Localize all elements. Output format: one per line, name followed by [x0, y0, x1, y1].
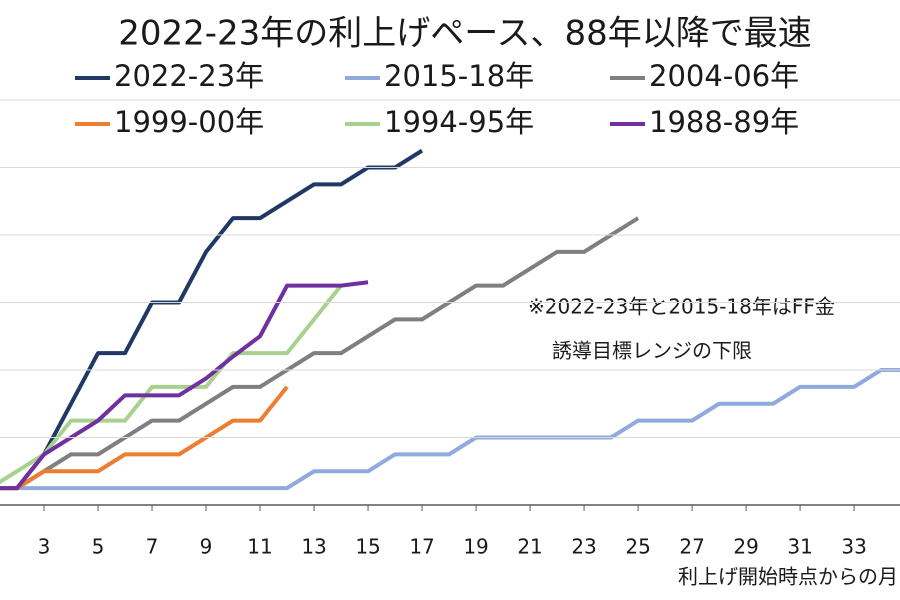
series-line	[0, 148, 424, 491]
x-tick-label: 31	[787, 535, 812, 559]
x-tick-label: 25	[625, 535, 650, 559]
plot-area	[0, 148, 900, 491]
x-tick-label: 5	[92, 535, 105, 559]
x-tick-label: 15	[355, 535, 380, 559]
x-tick-label: 7	[146, 535, 159, 559]
legend-label: 1999-00年	[114, 105, 264, 139]
series-line	[0, 368, 900, 491]
x-tick-label: 17	[409, 535, 434, 559]
x-tick-label: 27	[679, 535, 704, 559]
legend-label: 2015-18年	[384, 59, 534, 93]
series-line	[0, 284, 343, 485]
x-tick-label: 23	[571, 535, 596, 559]
x-tick-label: 33	[841, 535, 866, 559]
series-line	[0, 280, 369, 491]
series-line	[0, 385, 289, 491]
x-tick-label: 3	[38, 535, 51, 559]
annotation: ※2022-23年と2015-18年はFF金	[528, 295, 835, 319]
legend-label: 2022-23年	[114, 59, 264, 93]
x-tick-label: 11	[247, 535, 272, 559]
annotation: 誘導目標レンジの下限	[552, 339, 752, 363]
x-tick-label: 19	[463, 535, 488, 559]
x-tick-label: 29	[733, 535, 758, 559]
legend-label: 2004-06年	[649, 59, 799, 93]
x-tick-label: 9	[200, 535, 213, 559]
x-tick-label: 21	[517, 535, 542, 559]
series-line	[0, 216, 640, 491]
x-axis-title: 利上げ開始時点からの月	[678, 565, 898, 589]
x-tick-label: 13	[301, 535, 326, 559]
chart-title: 2022-23年の利上げペース、88年以降で最速	[118, 14, 812, 54]
legend-label: 1988-89年	[649, 105, 799, 139]
legend-label: 1994-95年	[384, 105, 534, 139]
